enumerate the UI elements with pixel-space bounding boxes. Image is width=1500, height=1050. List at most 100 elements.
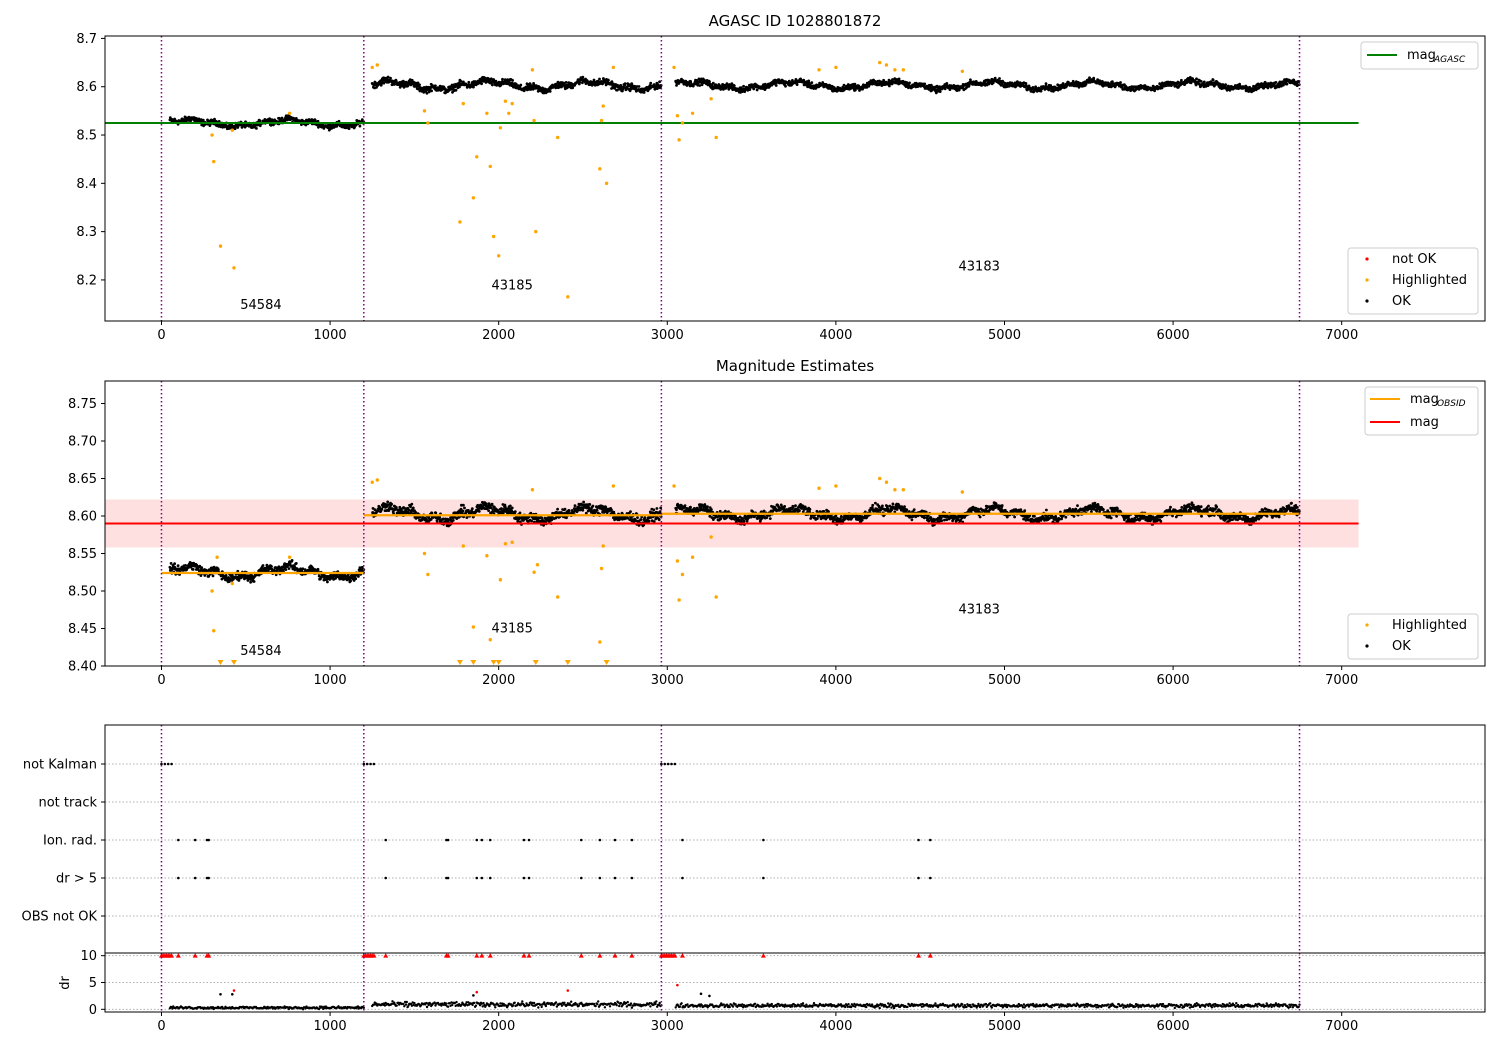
- legend-not-ok-swatch: [1365, 257, 1369, 261]
- agasc-ok-point: [770, 83, 774, 87]
- legend-mag-agasc-sub: AGASC: [1433, 55, 1466, 65]
- magnitude-ok-point: [434, 511, 438, 515]
- magnitude-ok-point: [409, 505, 412, 509]
- legend-mag-agasc-label: mag: [1407, 48, 1436, 63]
- agasc-highlighted-point: [212, 159, 216, 164]
- agasc-xtick-label: 4000: [819, 328, 852, 343]
- magnitude-ok-point: [629, 510, 632, 513]
- magnitude-ok-point: [390, 502, 393, 506]
- agasc-ok-point: [1044, 82, 1048, 86]
- agasc-ok-point: [425, 91, 429, 95]
- agasc-ok-point: [1180, 78, 1183, 82]
- agasc-highlighted-point: [555, 135, 560, 140]
- agasc-highlighted-point: [485, 111, 489, 115]
- agasc-highlighted-point: [230, 128, 234, 132]
- agasc-ok-point: [807, 79, 811, 83]
- agasc-ok-point: [1285, 82, 1289, 86]
- legend-agasc-line: mag AGASC: [1360, 41, 1479, 70]
- agasc-ok-point: [272, 123, 275, 127]
- agasc-xtick-label: 1000: [314, 328, 347, 343]
- agasc-ok-point: [398, 85, 402, 89]
- magnitude-ok-point: [659, 506, 663, 510]
- agasc-highlighted-point: [690, 111, 695, 115]
- agasc-ok-point: [1202, 80, 1206, 84]
- agasc-xtick-label: 0: [157, 328, 165, 343]
- agasc-ytick-label: 8.4: [76, 177, 97, 192]
- agasc-ok-point: [708, 80, 711, 84]
- magnitude-ok-point: [643, 516, 647, 519]
- agasc-ok-point: [434, 84, 437, 88]
- agasc-ok-point: [598, 77, 601, 81]
- agasc-ok-point: [998, 77, 1001, 80]
- magnitude-ok-point: [943, 518, 946, 522]
- agasc-highlighted-point: [503, 99, 508, 103]
- agasc-ok-point: [1211, 78, 1215, 82]
- agasc-highlighted-point: [714, 135, 718, 140]
- agasc-xtick-label: 6000: [1157, 328, 1190, 343]
- agasc-highlighted-point: [287, 111, 292, 115]
- agasc-ok-point: [269, 123, 273, 127]
- agasc-ok-point: [842, 83, 846, 87]
- agasc-highlighted-point: [960, 69, 965, 73]
- magnitude-ok-point: [191, 568, 195, 571]
- agasc-ok-point: [1224, 83, 1227, 87]
- magnitude-ok-point: [652, 508, 656, 512]
- agasc-ok-point: [795, 83, 799, 86]
- magnitude-ok-point: [675, 508, 678, 512]
- magnitude-ok-point: [582, 500, 585, 504]
- magnitude-ok-point: [176, 564, 180, 568]
- agasc-highlighted-point: [210, 133, 214, 137]
- agasc-ok-point: [879, 80, 883, 84]
- magnitude-ok-point: [173, 562, 177, 566]
- magnitude-ok-point: [881, 504, 884, 508]
- agasc-highlighted-point: [458, 220, 462, 224]
- legend-ok-label: OK: [1392, 294, 1411, 309]
- agasc-ok-point: [1049, 84, 1053, 87]
- magnitude-ok-point: [573, 504, 577, 507]
- magnitude-ok-point: [490, 502, 494, 506]
- magnitude-ok-point: [710, 508, 713, 511]
- agasc-highlighted-point: [601, 104, 605, 108]
- magnitude-ok-point: [249, 580, 253, 584]
- magnitude-ok-point: [822, 510, 826, 513]
- agasc-ok-point: [555, 82, 558, 86]
- agasc-ok-point: [615, 88, 619, 92]
- magnitude-ok-point: [815, 517, 819, 520]
- agasc-ok-point: [642, 91, 646, 94]
- agasc-ok-point: [519, 83, 523, 87]
- magnitude-ok-point: [284, 568, 288, 571]
- magnitude-ok-point: [940, 519, 944, 523]
- magnitude-ok-point: [224, 574, 228, 577]
- agasc-ok-point: [851, 85, 855, 88]
- agasc-xtick-label: 2000: [482, 328, 515, 343]
- agasc-ok-point: [528, 82, 532, 86]
- agasc-ok-point: [730, 82, 734, 86]
- magnitude-ok-point: [742, 519, 746, 523]
- agasc-ok-point: [386, 75, 390, 79]
- magnitude-ok-point: [683, 504, 687, 507]
- agasc-ok-point: [802, 78, 806, 82]
- magnitude-ok-point: [939, 516, 943, 520]
- agasc-ok-point: [748, 88, 752, 91]
- magnitude-ok-point: [487, 509, 490, 512]
- magnitude-ok-point: [927, 519, 931, 523]
- magnitude-ok-point: [591, 504, 595, 508]
- agasc-highlighted-point: [370, 65, 374, 70]
- agasc-highlighted-point: [672, 65, 676, 70]
- magnitude-ok-point: [261, 564, 265, 567]
- agasc-ok-point: [531, 87, 535, 91]
- magnitude-ok-point: [294, 562, 298, 565]
- magnitude-ok-point: [610, 508, 613, 512]
- agasc-ok-point: [541, 86, 544, 90]
- agasc-ok-point: [689, 81, 693, 84]
- agasc-ok-point: [392, 83, 396, 86]
- magnitude-ok-point: [978, 515, 982, 519]
- agasc-highlighted-point: [530, 68, 535, 72]
- magnitude-ok-point: [565, 516, 568, 520]
- agasc-ok-point: [871, 82, 875, 86]
- magnitude-ok-point: [252, 580, 256, 583]
- magnitude-ok-point: [513, 510, 517, 513]
- magnitude-ok-point: [462, 503, 465, 507]
- agasc-highlighted-point: [611, 65, 616, 70]
- agasc-ok-point: [511, 79, 514, 82]
